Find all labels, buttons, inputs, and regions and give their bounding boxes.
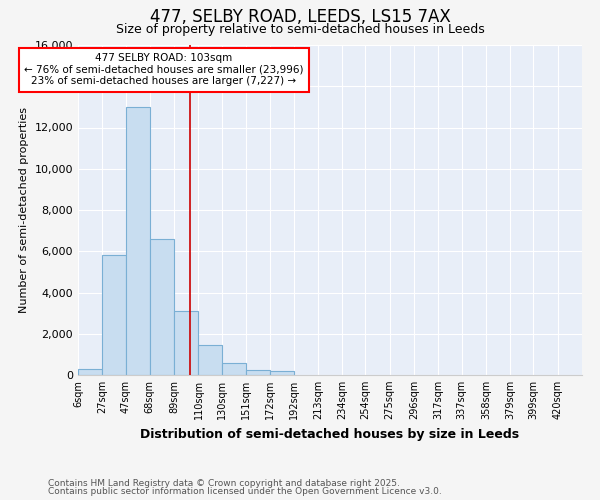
Text: 477 SELBY ROAD: 103sqm
← 76% of semi-detached houses are smaller (23,996)
23% of: 477 SELBY ROAD: 103sqm ← 76% of semi-det…: [24, 53, 304, 86]
Bar: [150, 239, 174, 375]
Text: 477, SELBY ROAD, LEEDS, LS15 7AX: 477, SELBY ROAD, LEEDS, LS15 7AX: [149, 8, 451, 26]
Bar: [271, 372, 293, 375]
Bar: [246, 370, 271, 375]
Y-axis label: Number of semi-detached properties: Number of semi-detached properties: [19, 107, 29, 313]
Bar: [78, 369, 103, 375]
Bar: [125, 107, 150, 375]
Text: Contains public sector information licensed under the Open Government Licence v3: Contains public sector information licen…: [48, 487, 442, 496]
Text: Size of property relative to semi-detached houses in Leeds: Size of property relative to semi-detach…: [116, 22, 484, 36]
Bar: [221, 362, 246, 375]
Bar: [103, 256, 125, 375]
Text: Contains HM Land Registry data © Crown copyright and database right 2025.: Contains HM Land Registry data © Crown c…: [48, 478, 400, 488]
X-axis label: Distribution of semi-detached houses by size in Leeds: Distribution of semi-detached houses by …: [140, 428, 520, 440]
Bar: [174, 311, 199, 375]
Bar: [199, 345, 221, 375]
